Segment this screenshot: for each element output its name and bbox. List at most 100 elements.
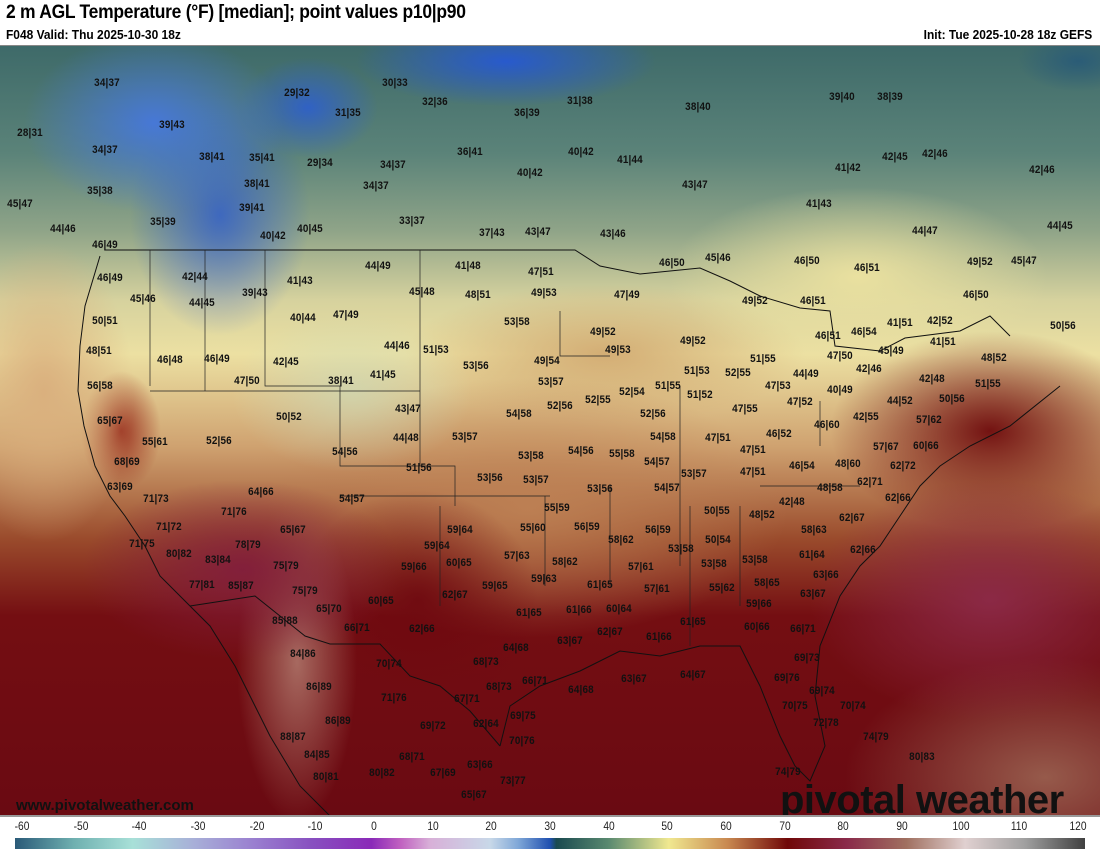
point-value-label: 44|47 <box>912 225 938 237</box>
point-value-label: 42|45 <box>882 151 908 163</box>
political-borders <box>77 249 1061 816</box>
colorbar-tick-label: 10 <box>426 819 439 833</box>
point-value-label: 47|51 <box>528 266 554 278</box>
point-value-label: 45|47 <box>7 198 33 210</box>
point-value-label: 48|51 <box>465 289 491 301</box>
point-value-label: 60|64 <box>606 603 632 615</box>
point-value-label: 48|52 <box>749 509 775 521</box>
point-value-label: 55|58 <box>609 448 635 460</box>
point-value-label: 55|62 <box>709 582 735 594</box>
point-value-label: 67|69 <box>430 767 456 779</box>
point-value-label: 47|50 <box>827 350 853 362</box>
point-value-label: 47|52 <box>787 396 813 408</box>
point-value-label: 46|54 <box>851 326 877 338</box>
point-value-label: 35|41 <box>249 152 275 164</box>
point-value-label: 47|49 <box>614 289 640 301</box>
point-value-label: 62|67 <box>839 512 865 524</box>
point-value-label: 66|71 <box>790 623 816 635</box>
point-value-label: 42|45 <box>273 356 299 368</box>
point-value-label: 50|51 <box>92 315 118 327</box>
point-value-label: 55|61 <box>142 436 168 448</box>
point-value-label: 44|48 <box>393 432 419 444</box>
point-value-label: 44|45 <box>189 297 215 309</box>
valid-time: F048 Valid: Thu 2025-10-30 18z <box>6 27 181 42</box>
point-value-label: 39|43 <box>159 119 185 131</box>
point-value-label: 40|45 <box>297 223 323 235</box>
point-value-label: 53|57 <box>538 376 564 388</box>
us-canada-border <box>105 249 1011 352</box>
point-value-label: 51|55 <box>975 378 1001 390</box>
point-value-label: 34|37 <box>363 180 389 192</box>
point-value-label: 51|53 <box>684 365 710 377</box>
point-value-label: 56|59 <box>645 524 671 536</box>
point-value-label: 61|66 <box>566 604 592 616</box>
point-value-label: 29|34 <box>307 157 333 169</box>
point-value-label: 50|54 <box>705 534 731 546</box>
point-value-label: 55|60 <box>520 522 546 534</box>
point-value-label: 66|71 <box>344 622 370 634</box>
point-value-label: 46|51 <box>854 262 880 274</box>
point-value-label: 42|48 <box>919 373 945 385</box>
point-value-label: 62|72 <box>890 460 916 472</box>
point-value-label: 48|52 <box>981 352 1007 364</box>
point-value-label: 35|38 <box>87 185 113 197</box>
point-value-label: 42|46 <box>1029 164 1055 176</box>
point-value-label: 68|69 <box>114 456 140 468</box>
colorbar-tick-label: -40 <box>131 819 147 833</box>
point-value-label: 48|60 <box>835 458 861 470</box>
point-value-label: 39|40 <box>829 91 855 103</box>
colorbar-tick-label: 80 <box>837 819 850 833</box>
point-value-label: 71|75 <box>129 538 155 550</box>
point-value-label: 74|79 <box>775 766 801 778</box>
colorbar-tick-label: 40 <box>602 819 615 833</box>
point-value-label: 68|73 <box>473 656 499 668</box>
header: 2 m AGL Temperature (°F) [median]; point… <box>0 0 1100 45</box>
point-value-label: 58|65 <box>754 577 780 589</box>
point-value-label: 54|58 <box>650 431 676 443</box>
point-value-label: 46|51 <box>800 295 826 307</box>
point-value-label: 46|49 <box>92 239 118 251</box>
point-value-label: 40|44 <box>290 312 316 324</box>
point-value-label: 67|71 <box>454 693 480 705</box>
point-value-label: 71|76 <box>221 506 247 518</box>
point-value-label: 47|53 <box>765 380 791 392</box>
point-value-label: 60|66 <box>913 440 939 452</box>
point-value-label: 62|66 <box>850 544 876 556</box>
point-value-label: 34|37 <box>94 77 120 89</box>
point-value-label: 61|65 <box>680 616 706 628</box>
point-value-label: 57|61 <box>628 561 654 573</box>
point-value-label: 71|72 <box>156 521 182 533</box>
point-value-label: 57|63 <box>504 550 530 562</box>
point-value-label: 50|56 <box>939 393 965 405</box>
point-value-label: 44|52 <box>887 395 913 407</box>
point-value-label: 47|51 <box>705 432 731 444</box>
point-value-label: 49|52 <box>742 295 768 307</box>
point-value-label: 85|87 <box>228 580 254 592</box>
point-value-label: 46|60 <box>814 419 840 431</box>
point-value-label: 54|56 <box>332 446 358 458</box>
colorbar-tick-label: 60 <box>720 819 732 833</box>
point-value-label: 36|41 <box>457 146 483 158</box>
point-value-label: 63|69 <box>107 481 133 493</box>
point-value-label: 53|58 <box>668 543 694 555</box>
colorbar-tick-label: -60 <box>14 819 30 833</box>
point-value-label: 63|67 <box>800 588 826 600</box>
point-value-label: 64|66 <box>248 486 274 498</box>
point-value-label: 56|58 <box>87 380 113 392</box>
point-value-label: 52|56 <box>547 400 573 412</box>
point-value-label: 45|48 <box>409 286 435 298</box>
colorbar-tick-label: 110 <box>1011 819 1028 833</box>
colorbar-tick-label: 20 <box>485 819 498 833</box>
point-value-label: 75|79 <box>273 560 299 572</box>
point-value-label: 52|54 <box>619 386 645 398</box>
point-value-label: 38|40 <box>685 101 711 113</box>
point-value-label: 49|52 <box>967 256 993 268</box>
point-value-label: 54|57 <box>339 493 365 505</box>
colorbar-tick-label: 0 <box>371 819 377 833</box>
point-value-label: 28|31 <box>17 127 43 139</box>
point-value-label: 47|51 <box>740 466 766 478</box>
point-value-label: 42|46 <box>856 363 882 375</box>
point-value-label: 44|49 <box>793 368 819 380</box>
point-value-label: 66|71 <box>522 675 548 687</box>
point-value-label: 75|79 <box>292 585 318 597</box>
